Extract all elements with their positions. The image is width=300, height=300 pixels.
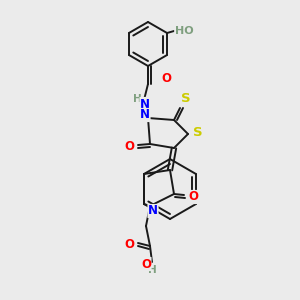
Text: O: O — [124, 238, 134, 250]
Text: N: N — [140, 98, 150, 110]
Text: O: O — [141, 257, 151, 271]
Text: S: S — [181, 92, 191, 106]
Text: N: N — [140, 109, 150, 122]
Text: H: H — [148, 265, 156, 275]
Text: O: O — [188, 190, 198, 203]
Text: S: S — [193, 125, 203, 139]
Text: O: O — [124, 140, 134, 152]
Text: O: O — [161, 73, 171, 85]
Text: HO: HO — [175, 26, 194, 36]
Text: N: N — [148, 205, 158, 218]
Text: H: H — [133, 94, 141, 104]
